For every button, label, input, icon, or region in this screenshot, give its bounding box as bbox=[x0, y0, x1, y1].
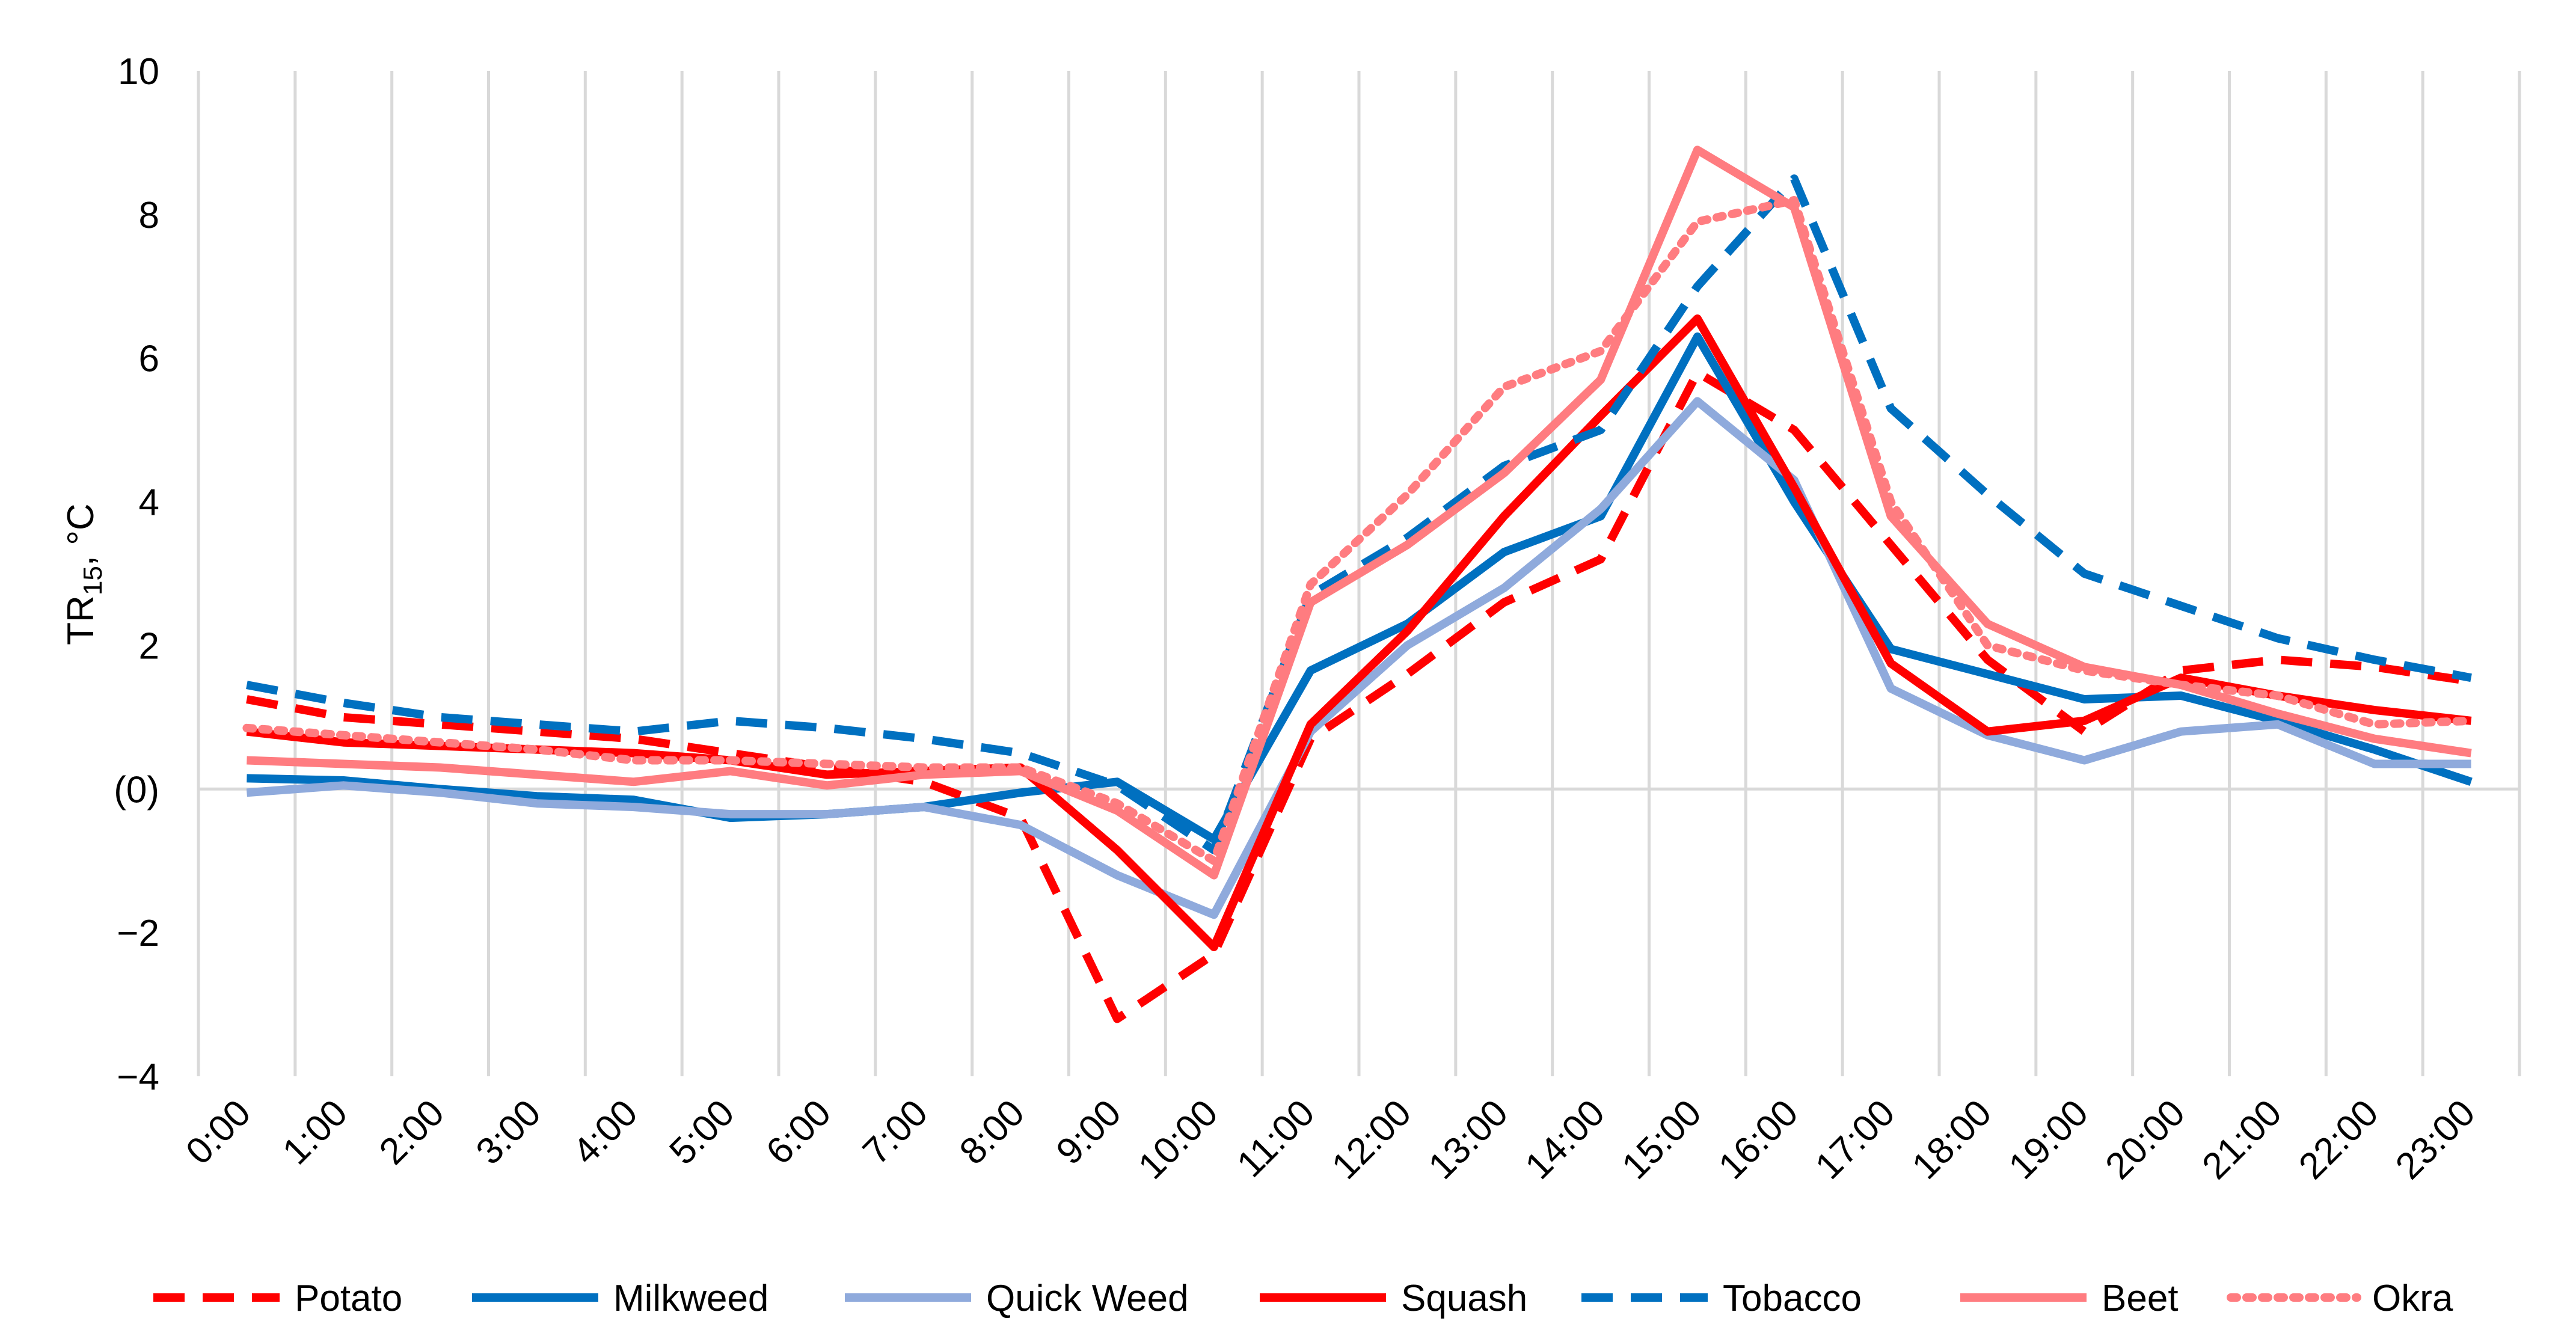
x-tick-label: 21:00 bbox=[2194, 1092, 2290, 1188]
y-tick-label: 10 bbox=[118, 51, 159, 93]
x-tick-label: 2:00 bbox=[372, 1092, 452, 1172]
x-tick-label: 17:00 bbox=[1808, 1092, 1903, 1188]
series-line-milkweed bbox=[247, 332, 2473, 844]
legend-label: Tobacco bbox=[1723, 1278, 1862, 1319]
series-line-squash bbox=[246, 314, 2472, 951]
x-tick-label: 13:00 bbox=[1421, 1092, 1516, 1188]
y-tick-label: −2 bbox=[117, 913, 159, 954]
legend-label: Okra bbox=[2372, 1278, 2453, 1319]
x-tick-label: 6:00 bbox=[758, 1092, 839, 1172]
x-tick-label: 8:00 bbox=[952, 1092, 1032, 1172]
series-line-okra bbox=[242, 196, 2476, 865]
y-tick-label: 2 bbox=[139, 625, 159, 667]
legend-label: Potato bbox=[295, 1278, 402, 1319]
legend-label: Quick Weed bbox=[986, 1278, 1189, 1319]
y-axis-label-main: TR bbox=[60, 595, 102, 645]
legend-label: Squash bbox=[1401, 1278, 1527, 1319]
y-axis-label: TR15, °C bbox=[60, 503, 108, 645]
y-tick-label: 6 bbox=[139, 339, 159, 380]
legend-label: Beet bbox=[2102, 1278, 2179, 1319]
x-tick-label: 14:00 bbox=[1517, 1092, 1613, 1188]
x-tick-label: 16:00 bbox=[1711, 1092, 1806, 1188]
legend-label: Milkweed bbox=[613, 1278, 768, 1319]
legend: Potato Milkweed Quick Weed Squash Tobacco Bee… bbox=[153, 1278, 2453, 1319]
x-tick-label: 10:00 bbox=[1130, 1092, 1226, 1188]
x-tick-label: 0:00 bbox=[178, 1092, 259, 1172]
x-tick-label: 9:00 bbox=[1049, 1092, 1129, 1172]
y-tick-label: −4 bbox=[117, 1056, 159, 1098]
x-tick-label: 15:00 bbox=[1614, 1092, 1710, 1188]
x-tick-label: 23:00 bbox=[2388, 1092, 2483, 1188]
y-axis-label-subscript: 15 bbox=[78, 566, 108, 595]
y-tick-label: (0) bbox=[114, 769, 159, 811]
series-line-quick-weed bbox=[246, 397, 2471, 919]
series-line-tobacco bbox=[246, 174, 2472, 854]
series-lines bbox=[242, 146, 2476, 1023]
x-tick-label: 19:00 bbox=[2001, 1092, 2097, 1188]
x-tick-label: 11:00 bbox=[1229, 1092, 1322, 1185]
x-tick-label: 3:00 bbox=[468, 1092, 549, 1172]
x-tick-label: 7:00 bbox=[855, 1092, 936, 1172]
x-tick-label: 22:00 bbox=[2291, 1092, 2387, 1188]
x-tick-label: 5:00 bbox=[661, 1092, 742, 1172]
y-tick-label: 4 bbox=[139, 482, 159, 524]
x-tick-label: 12:00 bbox=[1324, 1092, 1420, 1188]
x-tick-label: 18:00 bbox=[1904, 1092, 2000, 1188]
y-axis-tick-labels: 10 8 6 4 2 (0) −2 −4 bbox=[114, 51, 159, 1098]
x-tick-label: 4:00 bbox=[565, 1092, 646, 1172]
x-axis-tick-labels: 0:00 1:00 2:00 3:00 4:00 5:00 6:00 7:00 8:00 9:00… bbox=[178, 1092, 2483, 1188]
x-tick-label: 20:00 bbox=[2097, 1092, 2193, 1188]
y-tick-label: 8 bbox=[139, 195, 159, 236]
series-line-potato bbox=[246, 368, 2472, 1023]
x-tick-label: 1:00 bbox=[275, 1092, 355, 1172]
y-axis-label-unit: , °C bbox=[60, 503, 102, 566]
